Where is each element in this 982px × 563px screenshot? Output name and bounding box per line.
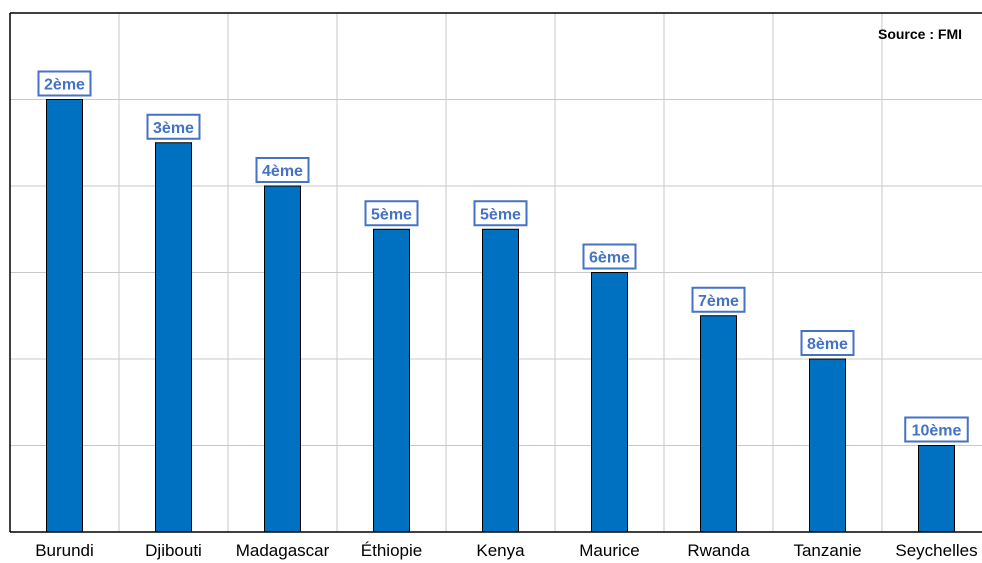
data-label-group: 6ème [582,243,637,270]
data-label-box [904,416,969,443]
x-tick-label: Madagascar [236,541,330,560]
x-tick-label: Burundi [35,541,94,560]
x-tick-label: Éthiopie [361,541,422,560]
bar-maurice [591,272,628,533]
data-label-group: 10ème [904,416,969,443]
data-label: 8ème [807,336,848,353]
data-label-box [691,286,746,313]
bar-kenya [482,228,519,533]
category-labels: Burundi Djibouti Madagascar Éthiopie Kenya Ma… [35,541,977,560]
data-label-box [255,157,310,183]
data-label: 5ème [480,206,521,223]
x-tick-label: Maurice [579,541,639,560]
x-tick-label: Seychelles [895,541,977,560]
bar-madagascar [264,185,301,533]
bar-éthiopie [373,228,410,533]
bar-djibouti [155,142,192,533]
data-label-box [582,243,637,270]
data-label-group: 8ème [800,330,855,356]
data-label-group: 5ème [364,200,419,227]
x-tick-label: Djibouti [145,541,202,560]
bar-burundi [46,99,83,533]
data-label: 3ème [153,120,194,137]
x-tick-label: Kenya [476,541,525,560]
x-tick-label: Rwanda [687,541,750,560]
data-label-group: 4ème [255,157,310,183]
data-label: 10ème [912,423,962,440]
data-labels: 2ème 3ème 4ème 5ème 5ème 6ème 7ème 8ème 10ème [37,70,969,443]
data-label: 5ème [371,206,412,223]
data-label-box [146,113,201,140]
data-label-group: 7ème [691,286,746,313]
data-label: 4ème [262,163,303,180]
axes [9,12,982,533]
bar-tanzanie [809,358,846,533]
bars [46,99,955,533]
data-label: 6ème [589,250,630,267]
data-label-group: 5ème [473,200,528,227]
data-label-box [473,200,528,227]
data-label-box [364,200,419,227]
source-label: Source : FMI [878,26,962,42]
data-label-group: 3ème [146,113,201,140]
bar-seychelles [918,445,955,533]
data-label: 7ème [698,293,739,310]
data-label-box [800,330,855,356]
x-tick-label: Tanzanie [793,541,861,560]
data-label-box [37,70,92,97]
bar-rwanda [700,315,737,533]
data-label: 2ème [44,77,85,94]
data-label-group: 2ème [37,70,92,97]
